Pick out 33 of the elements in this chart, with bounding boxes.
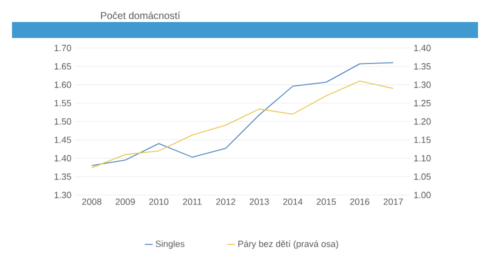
y-tick-label: 1.70 [54, 44, 72, 52]
y-tick-label: 1.50 [54, 118, 72, 125]
y-tick-label: 1.65 [54, 63, 72, 70]
line-series [91, 80, 394, 168]
y2-tick-label: 1.10 [414, 155, 431, 162]
x-tick-label: 2011 [183, 198, 202, 205]
x-tick-label: 2010 [149, 198, 168, 205]
y2-tick-label: 1.05 [414, 173, 431, 180]
x-tick-label: 2012 [216, 198, 236, 205]
y2-tick-label: 1.25 [414, 100, 431, 106]
line-series [91, 62, 394, 166]
y-tick-label: 1.60 [54, 82, 72, 88]
y-tick-label: 1.35 [54, 173, 72, 180]
x-tick-label: 2016 [350, 198, 370, 205]
y2-tick-label: 1.30 [414, 82, 431, 88]
x-tick-label: 2009 [116, 198, 135, 205]
x-tick-label: 2013 [250, 198, 269, 205]
y-tick-label: 1.40 [54, 155, 72, 162]
chart-title: Počet domácností [101, 12, 180, 20]
y2-tick-label: 1.00 [414, 192, 431, 198]
legend-label: Páry bez dětí (pravá osa) [238, 240, 338, 249]
x-tick-label: 2015 [316, 198, 336, 205]
x-tick-label: 2014 [283, 198, 302, 205]
legend-label: Singles [156, 240, 184, 249]
x-tick-label: 2008 [82, 198, 102, 205]
y2-tick-label: 1.20 [414, 118, 431, 125]
y2-tick-label: 1.40 [414, 44, 431, 52]
y-tick-label: 1.30 [54, 192, 72, 198]
y-tick-label: 1.45 [54, 136, 72, 144]
x-tick-label: 2017 [384, 198, 403, 205]
y2-tick-label: 1.35 [414, 63, 431, 70]
y-tick-label: 1.55 [54, 100, 72, 106]
y2-tick-label: 1.15 [414, 136, 431, 144]
